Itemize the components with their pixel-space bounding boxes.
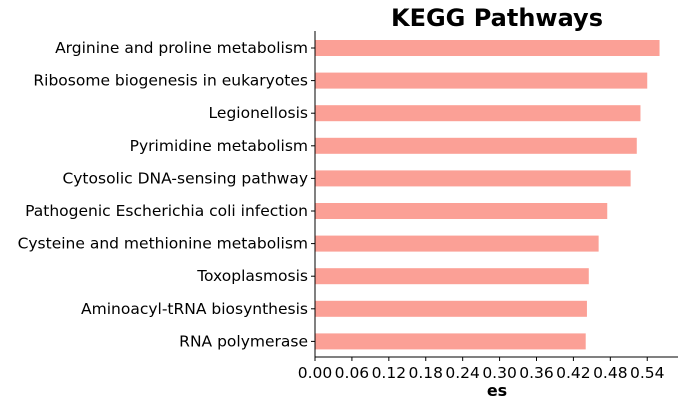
category-label-8: Aminoacyl-tRNA biosynthesis: [81, 300, 308, 318]
x-axis-label: es: [487, 381, 507, 400]
category-label-6: Cysteine and methionine metabolism: [18, 235, 308, 253]
category-label-7: Toxoplasmosis: [196, 267, 308, 285]
category-label-2: Legionellosis: [209, 104, 308, 122]
x-tick-label-7: 0.42: [556, 364, 591, 382]
x-tick-label-4: 0.24: [445, 364, 480, 382]
x-tick-label-5: 0.30: [482, 364, 517, 382]
bar-6: [315, 235, 599, 252]
bar-0: [315, 40, 660, 56]
category-labels-group: Arginine and proline metabolism Ribosome …: [18, 39, 315, 350]
chart-title: KEGG Pathways: [391, 4, 603, 32]
bar-1: [315, 72, 648, 89]
bar-7: [315, 268, 589, 285]
bar-5: [315, 203, 608, 219]
category-label-3: Pyrimidine metabolism: [130, 137, 308, 155]
x-tick-label-9: 0.54: [630, 364, 665, 382]
x-axis-ticks-group: 0.00 0.06 0.12 0.18 0.24 0.30 0.36 0.42 0.48 0.54: [298, 357, 665, 382]
bar-3: [315, 137, 637, 154]
x-tick-label-3: 0.18: [408, 364, 443, 382]
x-tick-label-2: 0.12: [372, 364, 407, 382]
category-label-0: Arginine and proline metabolism: [55, 39, 308, 57]
x-tick-label-8: 0.48: [593, 364, 628, 382]
x-tick-label-0: 0.00: [298, 364, 333, 382]
bars-group: [315, 40, 660, 350]
category-label-1: Ribosome biogenesis in eukaryotes: [33, 72, 308, 90]
x-tick-label-6: 0.36: [519, 364, 554, 382]
category-label-4: Cytosolic DNA-sensing pathway: [62, 169, 308, 187]
category-label-9: RNA polymerase: [179, 332, 308, 350]
bar-4: [315, 170, 631, 187]
bar-8: [315, 300, 587, 317]
bar-2: [315, 105, 641, 122]
category-label-5: Pathogenic Escherichia coli infection: [25, 202, 308, 220]
x-tick-label-1: 0.06: [335, 364, 370, 382]
bar-9: [315, 333, 586, 350]
